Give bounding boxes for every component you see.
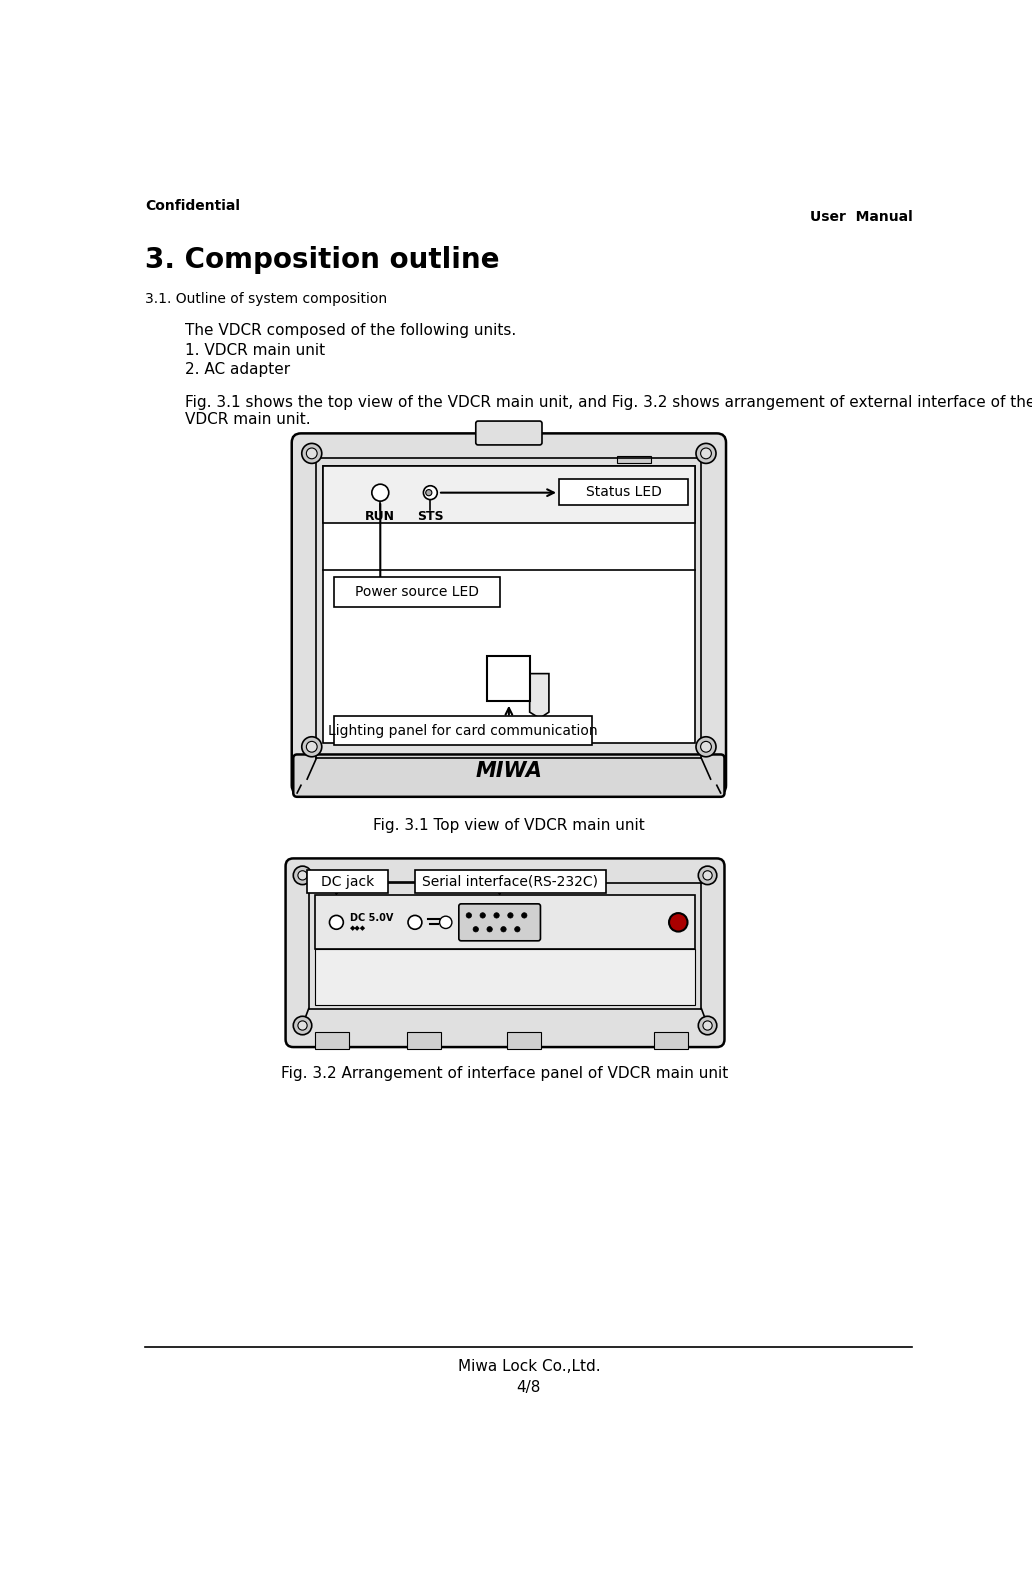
Text: Status LED: Status LED: [586, 485, 662, 500]
Circle shape: [298, 870, 308, 880]
Text: Confidential: Confidential: [146, 200, 240, 214]
Circle shape: [307, 448, 317, 459]
Circle shape: [480, 913, 485, 917]
Text: VDCR main unit.: VDCR main unit.: [186, 412, 311, 427]
FancyBboxPatch shape: [286, 858, 724, 1046]
Bar: [617, 457, 651, 462]
Circle shape: [466, 913, 472, 917]
Bar: [315, 895, 696, 949]
Circle shape: [669, 913, 687, 932]
Circle shape: [696, 737, 716, 757]
Bar: [408, 1032, 441, 1048]
Circle shape: [521, 913, 527, 917]
Text: STS: STS: [417, 509, 444, 523]
Text: RUN: RUN: [365, 509, 395, 523]
Text: Serial interface(RS-232C): Serial interface(RS-232C): [422, 875, 599, 889]
Circle shape: [703, 870, 712, 880]
Circle shape: [440, 916, 452, 928]
Circle shape: [329, 916, 344, 930]
Circle shape: [696, 443, 716, 463]
Text: Lighting panel for card communication: Lighting panel for card communication: [328, 724, 598, 738]
Text: +: +: [410, 916, 420, 928]
Text: Fig. 3.1 Top view of VDCR main unit: Fig. 3.1 Top view of VDCR main unit: [373, 818, 645, 833]
Circle shape: [701, 742, 711, 753]
Circle shape: [703, 1021, 712, 1031]
Bar: [415, 870, 606, 892]
Text: Power source LED: Power source LED: [355, 584, 479, 599]
Bar: [487, 657, 529, 701]
Bar: [508, 1032, 541, 1048]
FancyBboxPatch shape: [292, 434, 727, 795]
Text: DC 5.0V: DC 5.0V: [350, 913, 393, 924]
Circle shape: [426, 490, 431, 496]
Circle shape: [301, 443, 322, 463]
Circle shape: [307, 742, 317, 753]
FancyBboxPatch shape: [476, 421, 542, 445]
Circle shape: [293, 1016, 312, 1035]
Circle shape: [423, 485, 438, 500]
Bar: [315, 1032, 349, 1048]
Text: Fig. 3.1 shows the top view of the VDCR main unit, and Fig. 3.2 shows arrangemen: Fig. 3.1 shows the top view of the VDCR …: [186, 394, 1032, 410]
Circle shape: [473, 927, 479, 932]
Circle shape: [298, 1021, 308, 1031]
Circle shape: [701, 448, 711, 459]
Circle shape: [515, 927, 520, 932]
Polygon shape: [529, 674, 549, 718]
Text: 3.1. Outline of system composition: 3.1. Outline of system composition: [146, 292, 388, 306]
FancyBboxPatch shape: [459, 903, 541, 941]
Bar: [323, 465, 696, 743]
Bar: [308, 870, 388, 892]
Text: MIWA: MIWA: [476, 762, 543, 781]
Circle shape: [508, 913, 513, 917]
Text: ◆◆◆: ◆◆◆: [350, 925, 366, 932]
FancyBboxPatch shape: [293, 754, 724, 796]
Bar: [334, 716, 592, 745]
Bar: [315, 949, 696, 1005]
Bar: [653, 1032, 687, 1048]
Text: DC jack: DC jack: [321, 875, 375, 889]
Circle shape: [699, 1016, 717, 1035]
Circle shape: [301, 737, 322, 757]
Text: 3. Composition outline: 3. Composition outline: [146, 247, 499, 275]
Text: 2. AC adapter: 2. AC adapter: [186, 361, 291, 377]
Text: User  Manual: User Manual: [810, 211, 912, 225]
Bar: [334, 578, 499, 606]
Circle shape: [487, 927, 492, 932]
Circle shape: [699, 866, 717, 884]
Bar: [323, 465, 696, 523]
Text: Fig. 3.2 Arrangement of interface panel of VDCR main unit: Fig. 3.2 Arrangement of interface panel …: [282, 1067, 729, 1081]
Text: 4/8: 4/8: [517, 1381, 541, 1395]
Circle shape: [293, 866, 312, 884]
Circle shape: [494, 913, 499, 917]
Text: 1. VDCR main unit: 1. VDCR main unit: [186, 342, 326, 358]
Text: The VDCR composed of the following units.: The VDCR composed of the following units…: [186, 324, 517, 338]
Circle shape: [501, 927, 506, 932]
Circle shape: [408, 916, 422, 930]
Text: Miwa Lock Co.,Ltd.: Miwa Lock Co.,Ltd.: [457, 1359, 601, 1375]
Bar: [559, 479, 688, 504]
Circle shape: [372, 484, 389, 501]
